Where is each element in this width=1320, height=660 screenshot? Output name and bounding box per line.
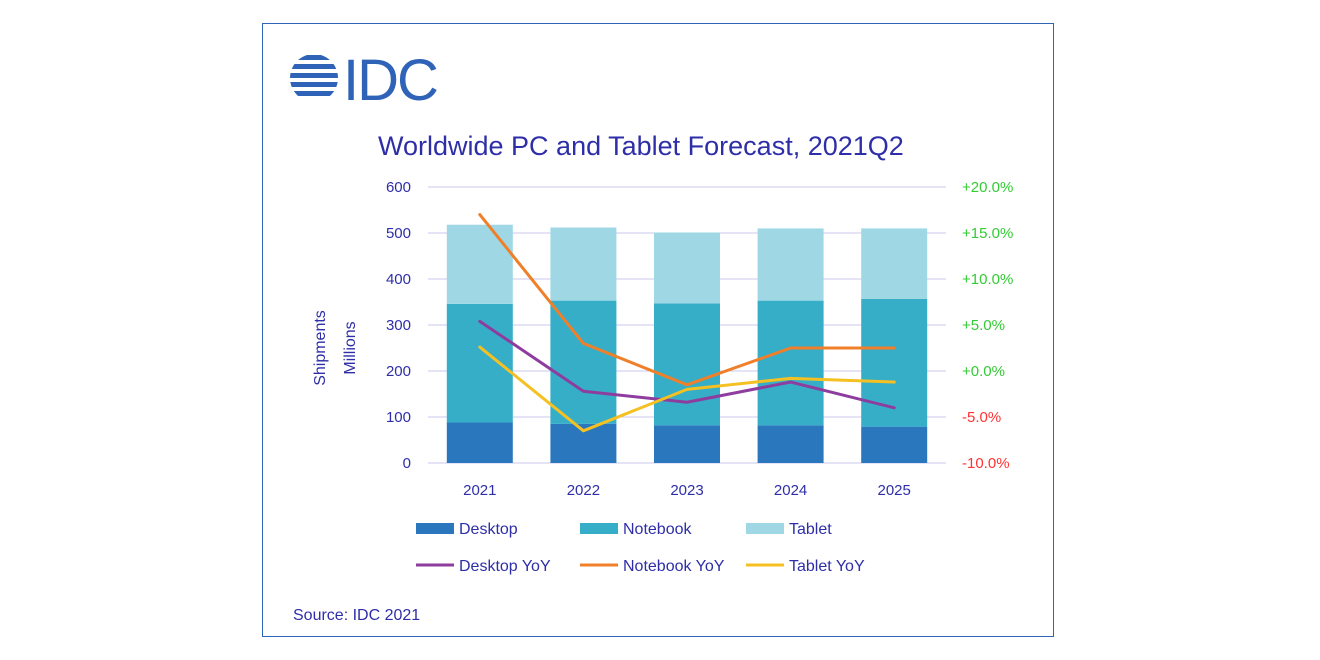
bar-notebook: [757, 300, 824, 426]
legend-item: Notebook: [580, 521, 692, 538]
y2-tick-label: +10.0%: [962, 271, 1013, 288]
bar-tablet: [757, 228, 824, 301]
y-tick-label: 600: [386, 179, 411, 196]
line-desktop-yoy: [478, 319, 896, 410]
y-tick-label: 200: [386, 363, 411, 380]
bar-tablet: [654, 232, 720, 304]
legend-item: Tablet YoY: [746, 558, 865, 575]
y2-tick-label: -10.0%: [962, 455, 1010, 472]
x-tick-label: 2025: [878, 482, 911, 499]
y-axis-label-line-2: Millions: [342, 321, 359, 374]
y2-tick-label: +20.0%: [962, 179, 1013, 196]
legend-label: Notebook: [623, 521, 692, 538]
y-tick-label: 300: [386, 317, 411, 334]
legend-label: Notebook YoY: [623, 558, 725, 575]
source-note: Source: IDC 2021: [293, 607, 420, 624]
globe-icon: [290, 55, 338, 96]
y2-tick-label: -5.0%: [962, 409, 1001, 426]
x-tick-label: 2022: [567, 482, 600, 499]
legend-label: Tablet YoY: [789, 558, 865, 575]
bar-desktop: [757, 425, 824, 463]
chart-title: Worldwide PC and Tablet Forecast, 2021Q2: [378, 131, 904, 161]
bar-tablet: [446, 224, 513, 304]
chart-card: IDC Worldwide PC and Tablet Forecast, 20…: [262, 23, 1054, 637]
bar-desktop: [654, 425, 720, 463]
plot-area: 0 100 200 300 400 500 600 -10.0% -5.0% +0.0% +5.0%…: [386, 179, 1013, 499]
legend-label: Desktop: [459, 521, 518, 538]
bar-notebook: [550, 300, 617, 424]
legend-item: Tablet: [746, 521, 832, 538]
logo-text: IDC: [343, 48, 437, 113]
bar-desktop: [861, 426, 928, 463]
idc-logo: IDC: [290, 48, 439, 113]
bar-notebook: [654, 303, 720, 426]
line-notebook-yoy: [478, 213, 896, 387]
y-axis-label-line-1: Shipments: [312, 310, 329, 386]
legend-label: Tablet: [789, 521, 832, 538]
legend-swatch: [416, 523, 454, 534]
y-tick-label: 0: [403, 455, 411, 472]
bar-tablet: [861, 228, 928, 299]
bar-desktop: [446, 422, 513, 463]
bar-notebook: [861, 298, 928, 427]
y-axis-label: Shipments Millions: [312, 310, 359, 386]
chart-canvas: IDC Worldwide PC and Tablet Forecast, 20…: [290, 48, 1013, 624]
y-tick-label: 100: [386, 409, 411, 426]
bar-tablet: [550, 227, 617, 301]
legend-item: Desktop YoY: [416, 558, 551, 575]
y-tick-label: 500: [386, 225, 411, 242]
legend-item: Desktop: [416, 521, 518, 538]
x-tick-label: 2024: [774, 482, 807, 499]
legend: Desktop Notebook Tablet Desktop YoY Notebook…: [416, 521, 865, 575]
y2-tick-label: +0.0%: [962, 363, 1005, 380]
x-tick-label: 2023: [670, 482, 703, 499]
y-tick-label: 400: [386, 271, 411, 288]
y2-tick-label: +5.0%: [962, 317, 1005, 334]
line-tablet-yoy: [478, 345, 896, 433]
legend-label: Desktop YoY: [459, 558, 551, 575]
legend-item: Notebook YoY: [580, 558, 725, 575]
y2-tick-label: +15.0%: [962, 225, 1013, 242]
legend-swatch: [746, 523, 784, 534]
x-tick-label: 2021: [463, 482, 496, 499]
legend-swatch: [580, 523, 618, 534]
